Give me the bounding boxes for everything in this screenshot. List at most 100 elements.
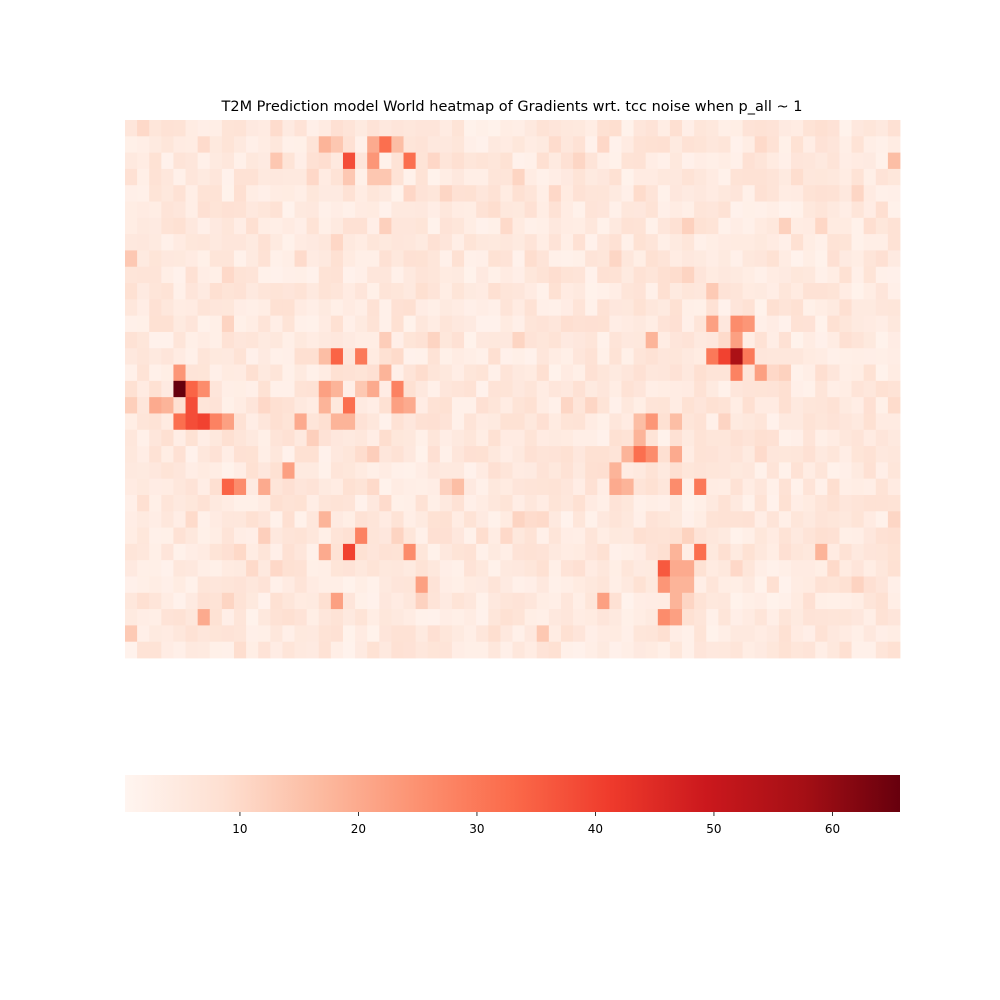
heatmap-cell <box>282 494 295 512</box>
heatmap-cell <box>730 543 743 561</box>
heatmap-cell <box>137 641 150 659</box>
heatmap-cell <box>585 152 598 170</box>
heatmap-cell <box>682 413 695 431</box>
heatmap-cell <box>137 592 150 610</box>
heatmap-cell <box>548 625 562 643</box>
heatmap-cell <box>197 397 211 414</box>
heatmap-cell <box>863 120 877 137</box>
heatmap-cell <box>246 120 259 137</box>
heatmap-cell <box>270 592 283 610</box>
heatmap-cell <box>185 592 199 610</box>
heatmap-cell <box>476 348 489 365</box>
heatmap-cell <box>427 234 441 251</box>
heatmap-cell <box>730 120 743 137</box>
heatmap-cell <box>778 560 792 577</box>
heatmap-cell <box>536 478 550 496</box>
heatmap-cell <box>221 331 235 349</box>
heatmap-cell <box>415 446 429 463</box>
heatmap-cell <box>512 168 526 186</box>
heatmap-cell <box>488 136 501 153</box>
heatmap-cell <box>524 250 538 268</box>
heatmap-cell <box>476 331 489 349</box>
heatmap-cell <box>682 494 695 512</box>
heatmap-cell <box>815 201 828 219</box>
heatmap-cell <box>221 543 235 561</box>
heatmap-cell <box>137 576 150 594</box>
heatmap-cell <box>609 527 622 545</box>
heatmap-cell <box>161 136 174 153</box>
heatmap-cell <box>851 217 865 235</box>
heatmap-cell <box>633 331 647 349</box>
heatmap-cell <box>137 478 150 496</box>
heatmap-cell <box>439 315 453 333</box>
heatmap-cell <box>706 462 719 480</box>
heatmap-cell <box>246 266 259 284</box>
heatmap-cell <box>791 397 804 414</box>
heatmap-cell <box>669 250 683 268</box>
heatmap-cell <box>161 609 174 626</box>
heatmap-cell <box>137 413 150 431</box>
heatmap-cell <box>803 136 816 153</box>
heatmap-cell <box>803 217 816 235</box>
heatmap-cell <box>306 494 320 512</box>
heatmap-cell <box>221 576 235 594</box>
heatmap-cell <box>560 380 574 398</box>
heatmap-cell <box>778 299 792 317</box>
heatmap-cell <box>258 364 271 382</box>
heatmap-cell <box>282 446 295 463</box>
heatmap-cell <box>330 217 344 235</box>
heatmap-cell <box>439 511 453 528</box>
heatmap-cell <box>633 250 647 268</box>
heatmap-cell <box>488 201 501 219</box>
heatmap-cell <box>621 217 634 235</box>
heatmap-cell <box>149 120 162 137</box>
heatmap-cell <box>451 625 465 643</box>
heatmap-cell <box>294 446 308 463</box>
heatmap-cell <box>560 201 574 219</box>
heatmap-cell <box>669 625 683 643</box>
heatmap-cell <box>669 168 683 186</box>
heatmap-cell <box>657 168 671 186</box>
heatmap-cell <box>427 592 441 610</box>
heatmap-cell <box>766 462 780 480</box>
heatmap-cell <box>803 201 816 219</box>
heatmap-cell <box>318 527 332 545</box>
heatmap-cell <box>221 152 235 170</box>
heatmap-cell <box>609 299 622 317</box>
heatmap-cell <box>863 266 877 284</box>
heatmap-cell <box>512 592 526 610</box>
heatmap-cell <box>294 527 308 545</box>
heatmap-cell <box>403 462 417 480</box>
heatmap-cell <box>694 560 707 577</box>
heatmap-cell <box>766 201 780 219</box>
heatmap-cell <box>488 283 501 300</box>
heatmap-cell <box>476 152 489 170</box>
heatmap-cell <box>306 380 320 398</box>
heatmap-cell <box>246 429 259 447</box>
heatmap-cell <box>512 397 526 414</box>
heatmap-cell <box>233 152 247 170</box>
heatmap-cell <box>754 641 768 659</box>
heatmap-cell <box>839 299 852 317</box>
heatmap-cell <box>754 250 768 268</box>
heatmap-cell <box>633 429 647 447</box>
heatmap-cell <box>730 429 743 447</box>
heatmap-cell <box>476 446 489 463</box>
heatmap-cell <box>161 511 174 528</box>
heatmap-cell <box>125 641 138 659</box>
heatmap-cell <box>258 641 271 659</box>
heatmap-cell <box>839 348 852 365</box>
heatmap-cell <box>125 511 138 528</box>
heatmap-cell <box>694 446 707 463</box>
heatmap-cell <box>403 494 417 512</box>
heatmap-cell <box>718 625 731 643</box>
heatmap-cell <box>778 592 792 610</box>
heatmap-cell <box>827 397 840 414</box>
heatmap-cell <box>330 299 344 317</box>
heatmap-cell <box>597 446 610 463</box>
heatmap-cell <box>645 576 659 594</box>
heatmap-cell <box>342 413 356 431</box>
heatmap-cell <box>851 527 865 545</box>
heatmap-cell <box>633 576 647 594</box>
heatmap-cell <box>887 397 901 414</box>
